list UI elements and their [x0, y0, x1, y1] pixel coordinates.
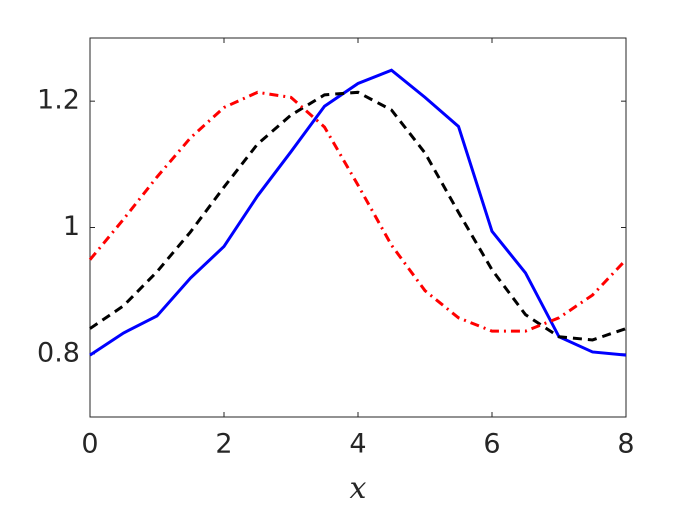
y-tick-label: 1	[63, 211, 80, 242]
x-tick-label: 2	[215, 429, 232, 460]
x-tick-label: 8	[617, 429, 634, 460]
x-tick-label: 6	[483, 429, 500, 460]
line-series	[88, 90, 628, 333]
plot-area	[89, 37, 627, 418]
line-series	[89, 68, 627, 357]
x-tick-label: 4	[349, 429, 366, 460]
y-tick-label: 1.2	[37, 85, 80, 116]
x-axis-label: x	[350, 471, 367, 506]
line-series	[89, 90, 627, 342]
y-tick-label: 0.8	[37, 337, 80, 368]
x-tick-label: 0	[81, 429, 98, 460]
